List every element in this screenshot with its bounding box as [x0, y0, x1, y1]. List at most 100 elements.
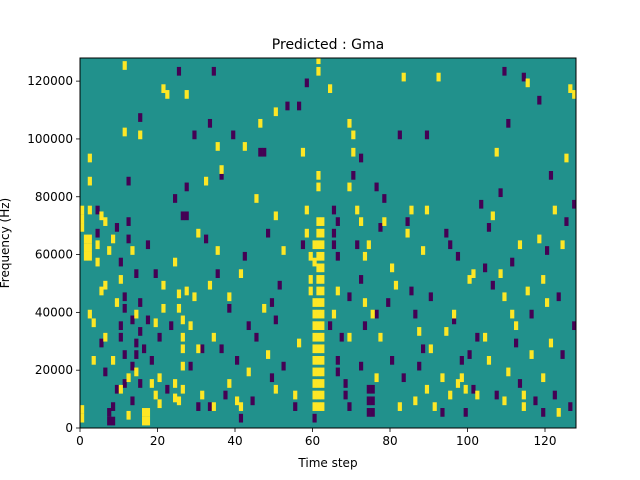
- heatmap-cell-high: [254, 194, 259, 203]
- heatmap-cell-high: [320, 367, 325, 377]
- heatmap-cell-high: [448, 390, 453, 400]
- heatmap-cell-low: [459, 356, 464, 365]
- heatmap-cell-high: [452, 309, 457, 319]
- heatmap-cell-high: [320, 332, 325, 342]
- heatmap-cell-high: [463, 384, 468, 394]
- heatmap-cell-high: [207, 280, 213, 290]
- heatmap-cell-low: [223, 390, 228, 400]
- heatmap-cell-low: [424, 130, 430, 140]
- heatmap-cell-high: [80, 413, 85, 423]
- heatmap-cell-low: [335, 367, 340, 377]
- heatmap-cell-high: [347, 182, 352, 192]
- heatmap-cell-low: [498, 188, 503, 198]
- heatmap-cell-low: [486, 223, 492, 232]
- heatmap-cell-high: [316, 379, 321, 388]
- heatmap-cell-high: [316, 309, 321, 319]
- heatmap-cell-low: [273, 315, 278, 325]
- heatmap-cell-low: [370, 396, 375, 406]
- heatmap-cell-high: [390, 263, 395, 273]
- heatmap-cell-high: [529, 350, 534, 359]
- heatmap-cell-low: [207, 402, 213, 411]
- heatmap-cell-high: [320, 379, 325, 388]
- heatmap-cell-low: [471, 384, 476, 394]
- heatmap-cell-low: [343, 390, 348, 400]
- heatmap-cell-low: [122, 379, 127, 388]
- heatmap-cell-low: [483, 263, 488, 273]
- heatmap-cell-high: [312, 402, 317, 411]
- heatmap-cell-low: [390, 356, 395, 365]
- heatmap-cell-low: [134, 269, 139, 278]
- heatmap-cell-low: [537, 95, 542, 105]
- heatmap-cell-high: [320, 217, 325, 226]
- heatmap-cell-high: [413, 396, 418, 406]
- heatmap-cell-low: [211, 66, 216, 76]
- heatmap-cell-low: [444, 228, 449, 238]
- heatmap-cell-low: [258, 147, 263, 157]
- heatmap-cell-high: [196, 228, 201, 238]
- x-tick-label: 40: [227, 434, 242, 448]
- heatmap-cell-high: [320, 309, 325, 319]
- heatmap-cell-high: [192, 292, 197, 302]
- heatmap-cell-high: [312, 390, 317, 400]
- heatmap-cell-high: [87, 251, 92, 261]
- heatmap-cell-low: [111, 416, 116, 426]
- heatmap-cell-high: [80, 223, 85, 232]
- heatmap-cell-low: [374, 309, 379, 319]
- heatmap-cell-high: [157, 399, 162, 409]
- heatmap-cell-high: [87, 153, 92, 163]
- heatmap-cell-high: [362, 298, 368, 307]
- heatmap-cell-low: [103, 367, 108, 377]
- heatmap-cell-high: [87, 234, 92, 244]
- heatmap-cell-low: [382, 194, 387, 203]
- heatmap-cell-high: [440, 373, 445, 383]
- heatmap-cell-low: [165, 384, 170, 394]
- heatmap-cell-high: [80, 405, 85, 414]
- heatmap-cell-low: [510, 257, 515, 267]
- heatmap-cell-low: [184, 211, 189, 221]
- heatmap-cell-high: [347, 118, 352, 128]
- heatmap-cell-high: [180, 361, 185, 371]
- heatmap-cell-high: [211, 332, 216, 342]
- heatmap-cell-low: [122, 303, 127, 313]
- heatmap-cell-high: [316, 240, 321, 250]
- heatmap-cell-low: [204, 234, 209, 244]
- heatmap-cell-low: [269, 373, 275, 383]
- heatmap-cell-high: [316, 171, 321, 180]
- heatmap-cell-low: [297, 101, 302, 111]
- heatmap-cell-high: [235, 396, 240, 406]
- heatmap-cell-high: [145, 408, 151, 417]
- heatmap-cell-high: [312, 257, 317, 267]
- heatmap-cell-high: [122, 61, 127, 70]
- heatmap-cell-low: [359, 153, 364, 163]
- heatmap-cell-low: [370, 384, 375, 394]
- heatmap-cell-high: [118, 275, 123, 284]
- heatmap-cell-high: [300, 147, 306, 157]
- heatmap-cell-low: [347, 402, 352, 411]
- heatmap-cell-high: [316, 217, 321, 226]
- heatmap-cell-high: [242, 142, 247, 151]
- heatmap-cell-low: [184, 182, 189, 192]
- heatmap-cell-high: [316, 182, 321, 192]
- heatmap-cell-high: [486, 356, 492, 365]
- heatmap-cell-high: [176, 396, 182, 406]
- heatmap-cell-high: [545, 298, 550, 307]
- heatmap-cell-high: [281, 246, 286, 255]
- heatmap-cell-high: [335, 286, 340, 296]
- heatmap-cell-high: [246, 367, 251, 377]
- heatmap-cell-low: [421, 344, 426, 354]
- heatmap-cell-low: [374, 182, 379, 192]
- heatmap-cell-low: [173, 194, 178, 203]
- y-tick-label: 80000: [35, 190, 73, 204]
- heatmap-cell-high: [424, 384, 430, 394]
- heatmap-cell-high: [471, 269, 476, 278]
- heatmap-cell-high: [87, 205, 92, 215]
- heatmap-cell-high: [316, 321, 321, 331]
- heatmap-cell-high: [312, 298, 317, 307]
- heatmap-cell-low: [277, 280, 282, 290]
- heatmap-cell-high: [215, 246, 220, 255]
- heatmap-cell-high: [312, 309, 317, 319]
- heatmap-cell-high: [130, 246, 135, 255]
- y-tick-label: 60000: [35, 248, 73, 262]
- heatmap-cell-high: [355, 205, 360, 215]
- heatmap-cell-low: [409, 286, 414, 296]
